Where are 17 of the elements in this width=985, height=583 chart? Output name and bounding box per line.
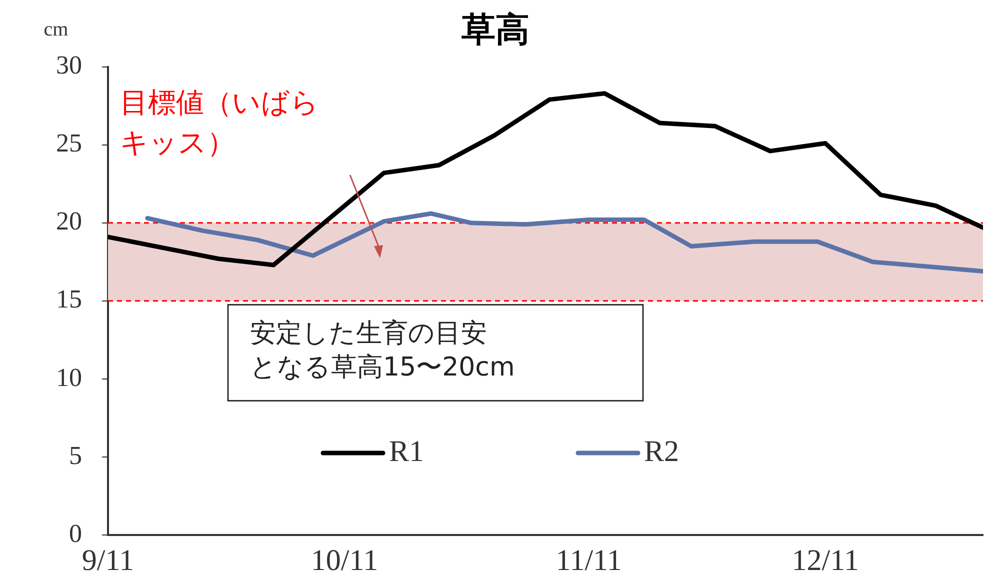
legend-label: R1	[389, 434, 424, 468]
x-tick-label: 11/11	[556, 544, 622, 577]
legend-label: R2	[644, 434, 680, 468]
y-tick-label: 30	[56, 50, 82, 80]
y-axis-title: cm	[44, 18, 69, 40]
y-tick-label: 10	[56, 362, 82, 392]
x-tick-label: 10/11	[310, 544, 378, 577]
y-tick-label: 20	[56, 206, 82, 236]
y-tick-label: 5	[69, 440, 82, 470]
x-tick-label: 12/11	[792, 544, 859, 577]
x-tick-label: 9/11	[82, 544, 134, 577]
y-tick-label: 25	[56, 128, 82, 158]
chart-title: 草高	[462, 10, 530, 50]
y-tick-label: 0	[69, 518, 82, 548]
annotation: 安定した生育の目安となる草高15〜20cm	[250, 318, 515, 383]
y-tick-label: 15	[56, 284, 82, 314]
band-label: 目標値（いばらキッス）	[120, 86, 319, 160]
